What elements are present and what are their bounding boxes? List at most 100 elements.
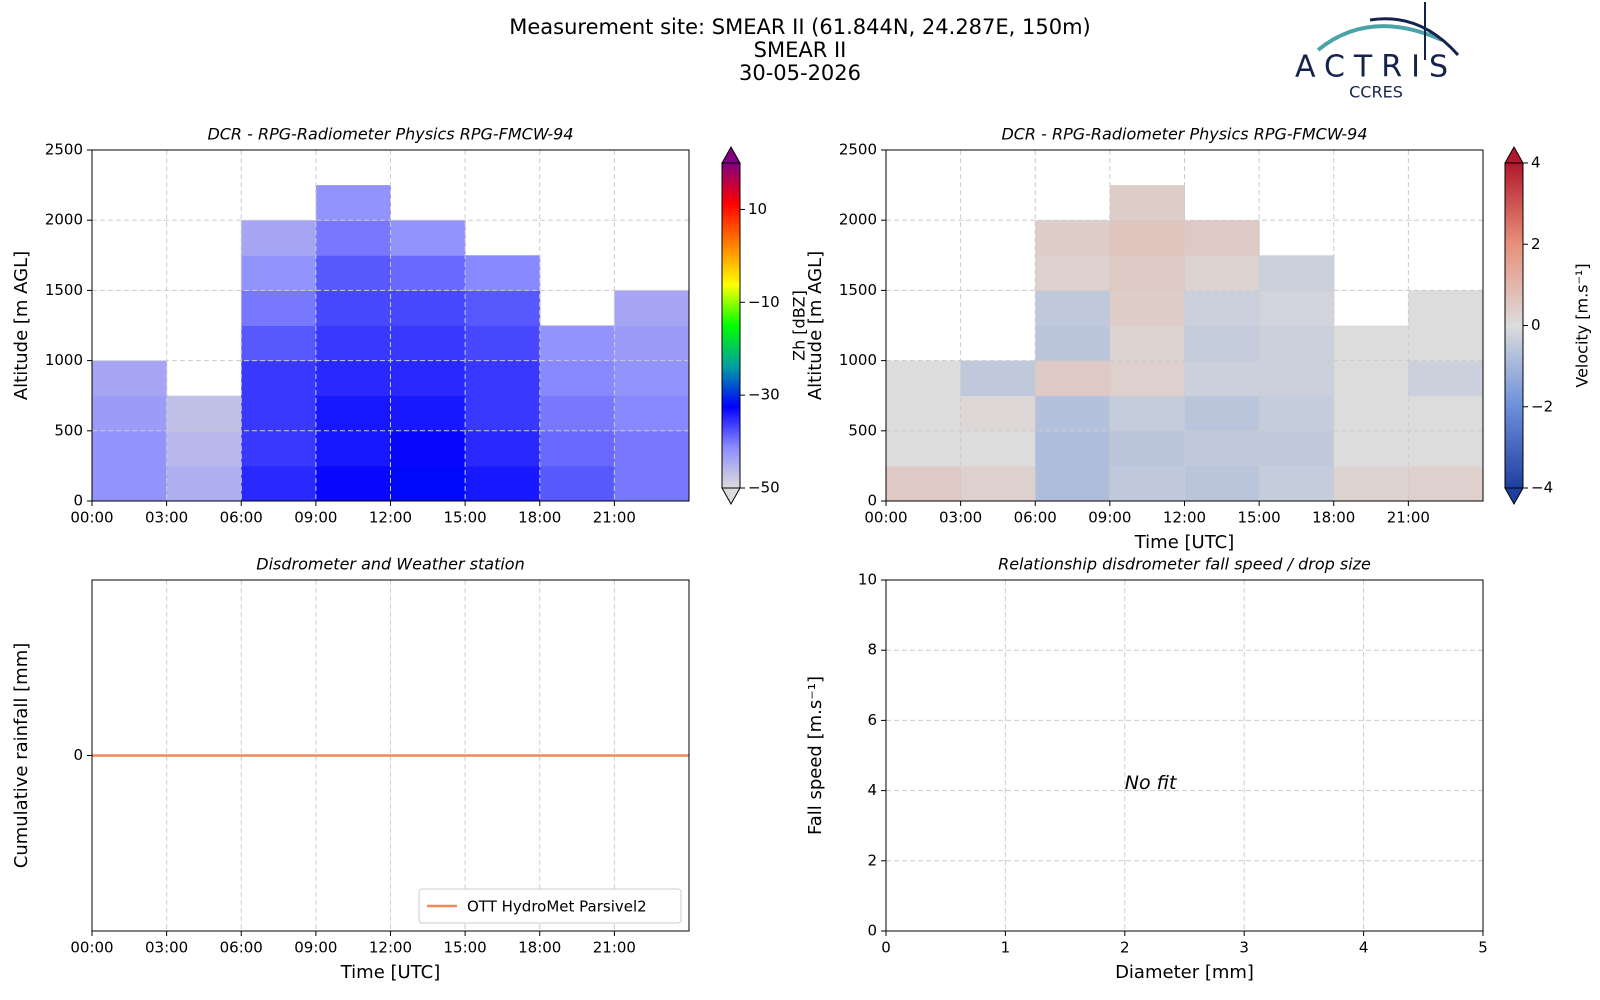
heatmap-cell	[465, 465, 541, 502]
x-tick-label: 00:00	[864, 509, 907, 527]
heatmap-cell	[886, 430, 962, 467]
legend-box	[418, 888, 682, 924]
x-tick-label: 09:00	[1088, 509, 1131, 527]
x-tick-label: 21:00	[593, 939, 636, 957]
x-tick-label: 06:00	[220, 509, 263, 527]
annotation: No fit	[1125, 772, 1178, 794]
x-tick-label: 06:00	[1014, 509, 1057, 527]
heatmap-cell	[1333, 395, 1409, 432]
heatmap-cell	[1035, 290, 1111, 326]
heatmap-cell	[390, 430, 466, 467]
heatmap-cell	[92, 395, 168, 432]
heatmap-cell	[1184, 325, 1260, 362]
heatmap-cell	[465, 360, 541, 397]
x-tick-label: 06:00	[220, 939, 263, 957]
logo-sub: CCRES	[1349, 83, 1403, 102]
heatmap-cell	[1035, 220, 1111, 256]
panel-title: DCR - RPG-Radiometer Physics RPG-FMCW-94	[207, 125, 573, 144]
heatmap-cell	[1408, 325, 1484, 362]
header-line: 30-05-2026	[739, 61, 861, 85]
heatmap-cell	[465, 430, 541, 467]
x-tick-label: 18:00	[518, 939, 561, 957]
y-tick-label: 2500	[839, 141, 877, 159]
heatmap-cell	[1035, 430, 1111, 467]
heatmap-cell	[539, 465, 615, 502]
heatmap-cell	[166, 395, 242, 432]
colorbar-tick-label: −4	[1531, 479, 1553, 497]
heatmap-cell	[1184, 290, 1260, 326]
x-tick-label: 15:00	[444, 509, 487, 527]
x-axis-label: Diameter [mm]	[1115, 962, 1254, 983]
heatmap-cell	[315, 255, 391, 291]
logo-arc	[1369, 17, 1460, 56]
heatmap-cell	[315, 360, 391, 397]
heatmap-cell	[92, 430, 168, 467]
heatmap-cell	[614, 360, 690, 397]
heatmap-cell	[315, 185, 391, 221]
colorbar-tick-label: 0	[1531, 316, 1541, 334]
colorbar	[1504, 162, 1524, 489]
colorbar	[721, 162, 741, 489]
header-line: Measurement site: SMEAR II (61.844N, 24.…	[509, 15, 1091, 39]
heatmap-cell	[539, 395, 615, 432]
x-tick-label: 00:00	[70, 509, 113, 527]
heatmap-cell	[1259, 360, 1335, 397]
colorbar-tick-label: 2	[1531, 235, 1541, 253]
heatmap-cell	[1184, 360, 1260, 397]
heatmap-cell	[1333, 360, 1409, 397]
heatmap-cell	[315, 395, 391, 432]
y-tick-label: 500	[848, 421, 877, 439]
y-axis-label: Cumulative rainfall [mm]	[11, 643, 32, 869]
panel: 00:00 03:00 06:00 09:00 12:00 15:00 18:00 21:00…	[11, 125, 809, 527]
y-tick-label: 0	[73, 746, 83, 764]
x-tick-label: 0	[881, 939, 891, 957]
heatmap-cell	[390, 395, 466, 432]
heatmap-cell	[1109, 220, 1185, 256]
y-axis-label: Altitude [m AGL]	[805, 251, 826, 400]
heatmap-cell	[465, 290, 541, 326]
heatmap-cell	[390, 465, 466, 502]
heatmap-cell	[1109, 395, 1185, 432]
heatmap-cell	[465, 325, 541, 362]
x-tick-label: 12:00	[1163, 509, 1206, 527]
header-line: SMEAR II	[754, 38, 847, 62]
axes-frame	[885, 149, 1484, 502]
y-tick-label: 1500	[839, 281, 877, 299]
heatmap-cell	[614, 465, 690, 502]
x-tick-label: 1	[1001, 939, 1011, 957]
colorbar-extend	[721, 487, 741, 506]
heatmap-cell	[241, 220, 317, 256]
heatmap-cell	[1109, 255, 1185, 291]
heatmap-cell	[1259, 255, 1335, 291]
y-tick-label: 2000	[839, 211, 877, 229]
heatmap-cell	[241, 360, 317, 397]
heatmap-cell	[1035, 325, 1111, 362]
x-tick-label: 03:00	[939, 509, 982, 527]
heatmap-cell	[1109, 185, 1185, 221]
legend: OTT HydroMet Parsivel2	[418, 888, 682, 924]
heatmap-cell	[465, 255, 541, 291]
y-axis-label: Fall speed [m.s⁻¹]	[805, 676, 826, 835]
heatmap-cell	[241, 395, 317, 432]
heatmap-cell	[1259, 395, 1335, 432]
panel: 00:00 03:00 06:00 09:00 12:00 15:00 18:00 21:00…	[11, 555, 690, 983]
x-tick-label: 09:00	[294, 509, 337, 527]
axes-frame	[91, 149, 690, 502]
heatmap-cell	[1109, 290, 1185, 326]
heatmap-cell	[1408, 430, 1484, 467]
heatmap-cell	[315, 290, 391, 326]
y-tick-label: 1000	[45, 351, 83, 369]
heatmap-cell	[1333, 430, 1409, 467]
heatmap-cell	[166, 465, 242, 502]
panel: 0 1 2 3 4 5 0 2 4 6 8 10 No fit Relationship disdrome…	[805, 555, 1488, 984]
x-tick-label: 18:00	[518, 509, 561, 527]
heatmap-cell	[241, 430, 317, 467]
heatmap-cell	[390, 360, 466, 397]
heatmap-cell	[960, 465, 1036, 502]
heatmap-cell	[1109, 325, 1185, 362]
y-tick-label: 0	[73, 492, 83, 510]
legend-label: OTT HydroMet Parsivel2	[467, 898, 647, 916]
panel-title: Disdrometer and Weather station	[256, 555, 524, 574]
heatmap-cell	[1259, 465, 1335, 502]
